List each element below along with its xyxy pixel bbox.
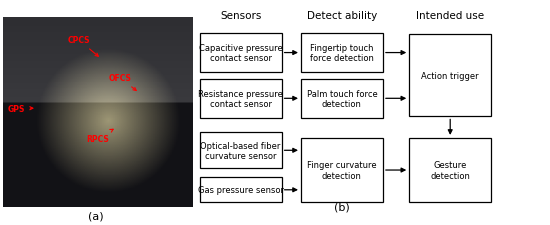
- Text: Palm touch force
detection: Palm touch force detection: [306, 89, 377, 108]
- Text: Gesture
detection: Gesture detection: [430, 161, 470, 180]
- Text: RPCS: RPCS: [86, 130, 113, 144]
- Text: Sensors: Sensors: [220, 11, 261, 21]
- Text: (b): (b): [334, 202, 350, 212]
- Text: OFCS: OFCS: [109, 74, 136, 91]
- FancyBboxPatch shape: [301, 138, 383, 202]
- FancyBboxPatch shape: [301, 34, 383, 72]
- Text: (a): (a): [89, 211, 104, 220]
- Text: Finger curvature
detection: Finger curvature detection: [307, 161, 377, 180]
- Text: Capacitive pressure
contact sensor: Capacitive pressure contact sensor: [199, 44, 283, 63]
- FancyBboxPatch shape: [409, 138, 491, 202]
- FancyBboxPatch shape: [200, 133, 282, 169]
- FancyBboxPatch shape: [200, 34, 282, 72]
- Text: Action trigger: Action trigger: [421, 72, 479, 81]
- Text: Fingertip touch
force detection: Fingertip touch force detection: [310, 44, 374, 63]
- FancyBboxPatch shape: [409, 35, 491, 117]
- FancyBboxPatch shape: [200, 178, 282, 202]
- FancyBboxPatch shape: [200, 80, 282, 118]
- Text: Detect ability: Detect ability: [307, 11, 377, 21]
- Text: Optical-based fiber
curvature sensor: Optical-based fiber curvature sensor: [200, 141, 281, 160]
- Text: Resistance pressure
contact sensor: Resistance pressure contact sensor: [198, 89, 283, 108]
- Text: GPS: GPS: [7, 104, 33, 113]
- Text: Intended use: Intended use: [416, 11, 484, 21]
- Text: CPCS: CPCS: [68, 36, 98, 57]
- FancyBboxPatch shape: [301, 80, 383, 118]
- Text: Gas pressure sensor: Gas pressure sensor: [197, 185, 284, 194]
